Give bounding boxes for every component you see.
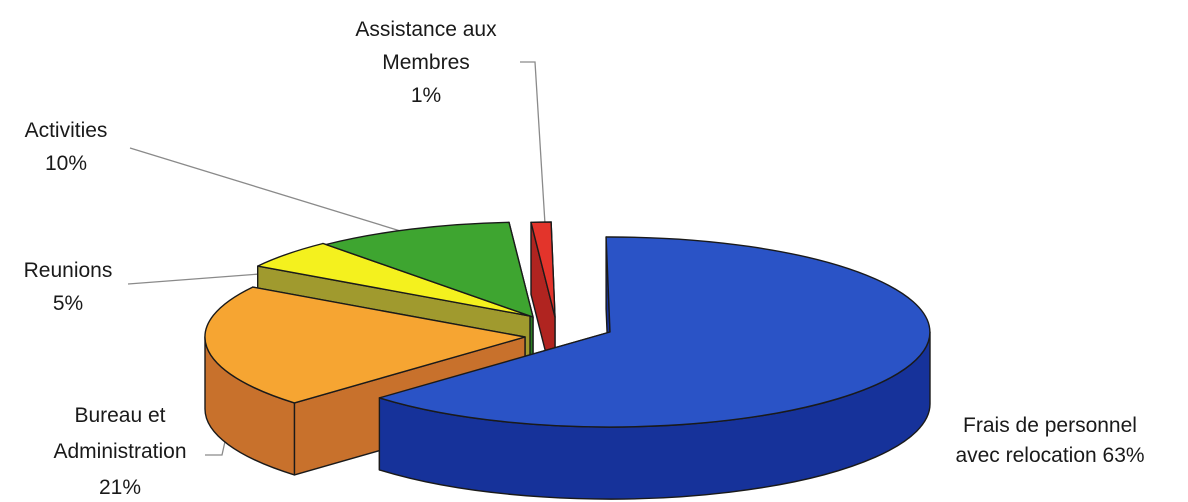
slice-label-1-line-2: 21%	[99, 476, 141, 499]
slice-label-4-line-2: 1%	[411, 84, 441, 107]
slice-label-1-line-1: Administration	[53, 440, 186, 463]
slice-1-top	[204, 286, 526, 404]
pie-top-faces	[204, 221, 931, 428]
slice-label-3-line-0: Activities	[25, 119, 108, 142]
slice-label-2-line-0: Reunions	[24, 259, 113, 282]
slice-4-top	[530, 221, 556, 318]
slice-label-4: Assistance aux Membres 1%	[355, 18, 497, 107]
slice-label-1-line-0: Bureau et	[74, 404, 165, 427]
slice-label-0-line-0: Frais de personnel	[963, 414, 1137, 437]
leader-line-3	[129, 147, 421, 238]
slice-label-0: Frais de personnel avec relocation 63%	[955, 414, 1144, 467]
slice-2-top	[257, 242, 531, 317]
slice-label-2-line-1: 5%	[53, 292, 83, 315]
slice-label-3: Activities 10%	[25, 119, 108, 175]
leader-line-4	[520, 61, 546, 225]
slice-label-3-line-1: 10%	[45, 152, 87, 175]
slice-label-1: Bureau et Administration 21%	[53, 404, 186, 499]
leader-lines	[127, 61, 911, 456]
slice-label-4-line-1: Membres	[382, 51, 470, 74]
slice-label-2: Reunions 5%	[24, 259, 113, 315]
slice-0-top	[378, 236, 931, 428]
slice-3-top	[325, 221, 534, 318]
slice-label-4-line-0: Assistance aux	[355, 18, 497, 41]
slice-label-0-line-1: avec relocation 63%	[955, 444, 1144, 467]
slice-labels: Frais de personnel avec relocation 63% Bur…	[24, 18, 1145, 499]
